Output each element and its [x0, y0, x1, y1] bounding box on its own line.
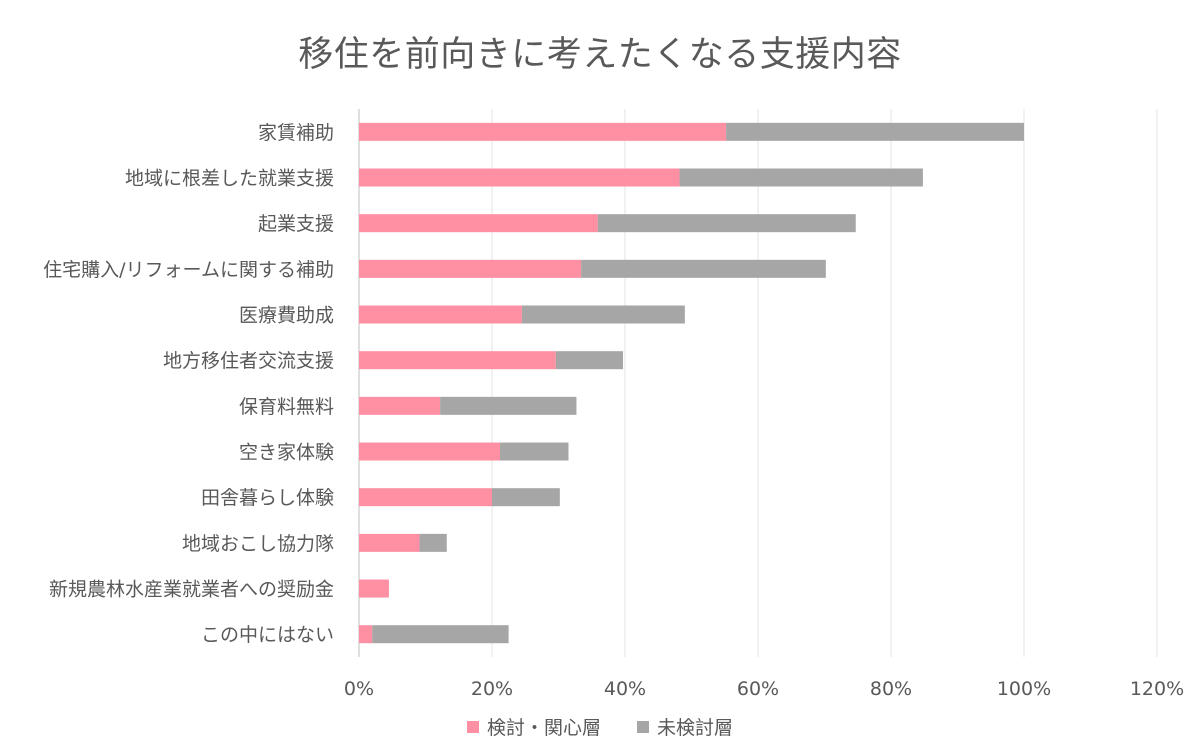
category-label: この中にはない — [201, 624, 334, 646]
bar-segment-series-2 — [679, 168, 923, 187]
bar-segment-series-1 — [359, 579, 389, 598]
bar-segment-series-2 — [726, 122, 1024, 141]
legend: 検討・関心層 未検討層 — [0, 713, 1200, 740]
bar-segment-series-1 — [359, 488, 492, 507]
chart-title: 移住を前向きに考えたくなる支援内容 — [298, 35, 902, 75]
bar-segment-series-1 — [359, 214, 598, 233]
bar-segment-series-1 — [359, 259, 582, 278]
bar-segment-series-2 — [499, 442, 569, 461]
bar-segment-series-1 — [359, 122, 727, 141]
legend-item-series-1: 検討・関心層 — [466, 713, 601, 740]
bar-segment-series-2 — [521, 305, 685, 324]
bar-segment-series-2 — [440, 396, 577, 415]
bar-segment-series-2 — [555, 351, 624, 370]
category-label: 住宅購入/リフォームに関する補助 — [43, 259, 334, 281]
bar-segment-series-1 — [359, 351, 556, 370]
legend-swatch-series-1 — [466, 720, 479, 733]
category-label: 医療費助成 — [239, 305, 334, 327]
category-labels: 家賃補助地域に根差した就業支援起業支援住宅購入/リフォームに関する補助医療費助成… — [43, 122, 334, 646]
category-label: 田舎暮らし体験 — [201, 487, 334, 509]
category-label: 起業支援 — [258, 213, 334, 235]
category-label: 保育料無料 — [239, 396, 334, 418]
x-tick-label: 100% — [997, 678, 1051, 700]
x-tick-label: 80% — [870, 678, 912, 700]
legend-item-series-2: 未検討層 — [637, 713, 733, 740]
bar-segment-series-2 — [581, 259, 826, 278]
bars — [359, 122, 1024, 644]
category-label: 地域に根差した就業支援 — [125, 168, 334, 190]
gridlines — [358, 109, 1158, 657]
x-tick-label: 120% — [1130, 678, 1184, 700]
x-tick-label: 40% — [604, 678, 646, 700]
category-label: 空き家体験 — [239, 442, 334, 464]
category-label: 地域おこし協力隊 — [182, 533, 334, 555]
category-label: 新規農林水産業就業者への奨励金 — [49, 579, 334, 601]
bar-segment-series-2 — [372, 625, 509, 644]
x-tick-label: 60% — [737, 678, 779, 700]
legend-swatch-series-2 — [637, 720, 649, 733]
x-tick-label: 0% — [344, 678, 374, 700]
legend-label-series-1: 検討・関心層 — [486, 717, 601, 739]
legend-label-series-2: 未検討層 — [657, 717, 734, 739]
bar-segment-series-2 — [597, 214, 856, 233]
bar-segment-series-1 — [359, 396, 441, 415]
x-tick-label: 20% — [471, 678, 513, 700]
bar-segment-series-2 — [419, 533, 447, 552]
bar-segment-series-1 — [359, 625, 373, 644]
bar-segment-series-1 — [359, 442, 500, 461]
bar-segment-series-1 — [359, 305, 522, 324]
x-tick-labels: 0% 20% 40% 60% 80% 100% 120% — [344, 678, 1184, 700]
bar-segment-series-2 — [492, 488, 560, 507]
category-label: 家賃補助 — [258, 122, 334, 144]
bar-segment-series-1 — [359, 168, 680, 187]
bar-segment-series-1 — [359, 533, 420, 552]
category-label: 地方移住者交流支援 — [163, 350, 334, 372]
